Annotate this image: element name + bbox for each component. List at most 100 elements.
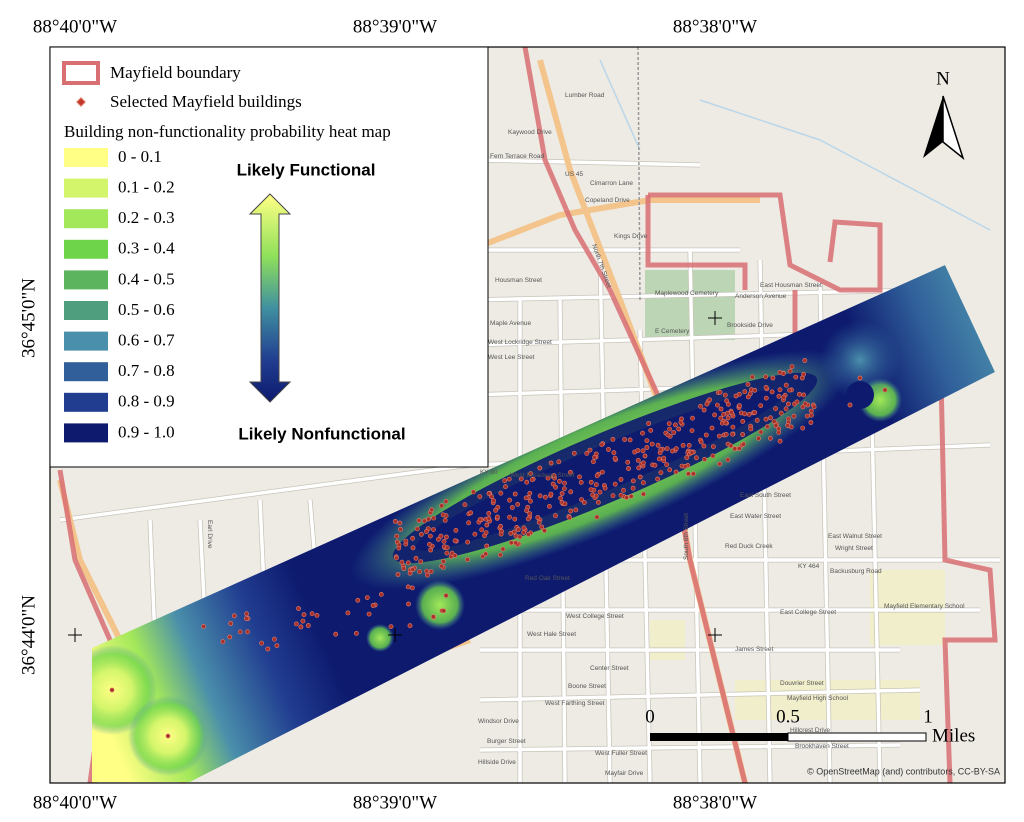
- building-point: [428, 569, 434, 574]
- building-point: [800, 404, 806, 410]
- heat-zone: [366, 624, 394, 652]
- building-point: [394, 555, 399, 561]
- building-point: [600, 469, 605, 475]
- graticule-crosses: [68, 311, 722, 642]
- building-point: [801, 392, 806, 398]
- building-point: [588, 487, 594, 492]
- building-point: [424, 568, 430, 574]
- building-point: [527, 490, 533, 496]
- building-point: [729, 409, 734, 415]
- building-point: [703, 432, 709, 438]
- street-label: East Water Street: [730, 513, 781, 520]
- building-point: [773, 423, 779, 428]
- building-point: [426, 516, 431, 522]
- longitude-label: 88°38'0"W: [673, 16, 757, 37]
- legend-class-label: 0.1 - 0.2: [118, 178, 175, 197]
- legend-swatch: [64, 362, 108, 382]
- building-point: [593, 493, 599, 499]
- building-point: [641, 480, 646, 486]
- street-label: Mayfield High School: [787, 695, 849, 702]
- street-label: Lumber Road: [565, 92, 605, 99]
- longitude-label: 88°39'0"W: [353, 792, 437, 813]
- building-point: [562, 501, 568, 507]
- legend: Mayfield boundary Selected Mayfield buil…: [49, 46, 489, 468]
- building-point: [165, 733, 171, 739]
- building-point: [594, 514, 600, 520]
- building-point: [567, 515, 572, 521]
- building-point: [745, 381, 751, 387]
- building-point: [468, 510, 474, 516]
- building-point: [765, 424, 770, 429]
- street-label: West Lockridge Street: [488, 339, 552, 346]
- building-point: [314, 613, 320, 618]
- building-point: [529, 477, 535, 483]
- building-point: [797, 391, 802, 397]
- building-point: [725, 415, 731, 421]
- building-point: [725, 410, 730, 416]
- building-point: [298, 624, 304, 630]
- arrow-label-top: Likely Functional: [237, 160, 376, 179]
- building-point: [791, 413, 797, 419]
- building-point: [652, 462, 658, 468]
- building-point: [573, 507, 579, 513]
- building-point: [769, 389, 775, 395]
- building-point: [265, 646, 271, 652]
- attribution: © OpenStreetMap (and) contributors, CC-B…: [807, 766, 1000, 776]
- building-point: [787, 387, 792, 393]
- building-point: [427, 542, 432, 547]
- building-point: [309, 611, 315, 617]
- building-point: [395, 572, 401, 577]
- building-point: [498, 490, 504, 496]
- building-point: [682, 463, 688, 469]
- building-point: [244, 611, 249, 617]
- building-point: [625, 459, 631, 465]
- building-point: [723, 420, 729, 426]
- street-label: Copeland Drive: [585, 197, 630, 204]
- building-point: [758, 429, 764, 435]
- legend-swatch: [64, 423, 108, 443]
- building-point: [568, 508, 574, 514]
- building-point: [547, 503, 552, 509]
- building-point: [559, 491, 565, 496]
- latitude-label: 36°45'0"N: [18, 278, 39, 358]
- building-point: [671, 430, 677, 435]
- building-point: [472, 531, 478, 537]
- building-point: [658, 470, 664, 475]
- building-point: [783, 382, 789, 388]
- street-label: Burger Street: [487, 738, 526, 745]
- building-point: [405, 584, 411, 590]
- building-point: [717, 461, 723, 467]
- building-point: [648, 427, 654, 433]
- building-point: [752, 410, 758, 415]
- building-point: [442, 518, 448, 523]
- building-point: [543, 494, 548, 500]
- building-point: [711, 444, 716, 449]
- scale-bar: 0 0.5 1 Miles: [645, 706, 975, 746]
- building-point: [333, 631, 339, 637]
- building-point: [707, 397, 712, 403]
- legend-swatch: [64, 239, 108, 259]
- building-point: [428, 547, 433, 553]
- building-point: [508, 540, 514, 546]
- building-point: [773, 406, 778, 412]
- building-point: [777, 438, 783, 444]
- street-label: Center Street: [590, 665, 629, 672]
- building-point: [787, 368, 793, 374]
- building-point: [740, 432, 745, 437]
- building-point: [793, 374, 799, 380]
- building-point: [776, 426, 782, 432]
- building-point: [722, 392, 728, 398]
- building-point: [771, 419, 777, 424]
- legend-swatch: [64, 331, 108, 351]
- building-point: [439, 563, 444, 569]
- street-label: Douvrier Street: [780, 680, 824, 687]
- building-point: [453, 528, 459, 533]
- building-point: [545, 475, 551, 481]
- legend-class-label: 0.6 - 0.7: [118, 331, 175, 350]
- building-point: [686, 471, 691, 477]
- building-point: [406, 601, 411, 607]
- basemap: Lumber Road Kaywood Drive Fern Terrace R…: [50, 47, 1005, 783]
- legend-title: Building non-functionality probability h…: [64, 122, 391, 141]
- street-label: KY 80: [480, 469, 498, 476]
- building-point: [754, 417, 760, 423]
